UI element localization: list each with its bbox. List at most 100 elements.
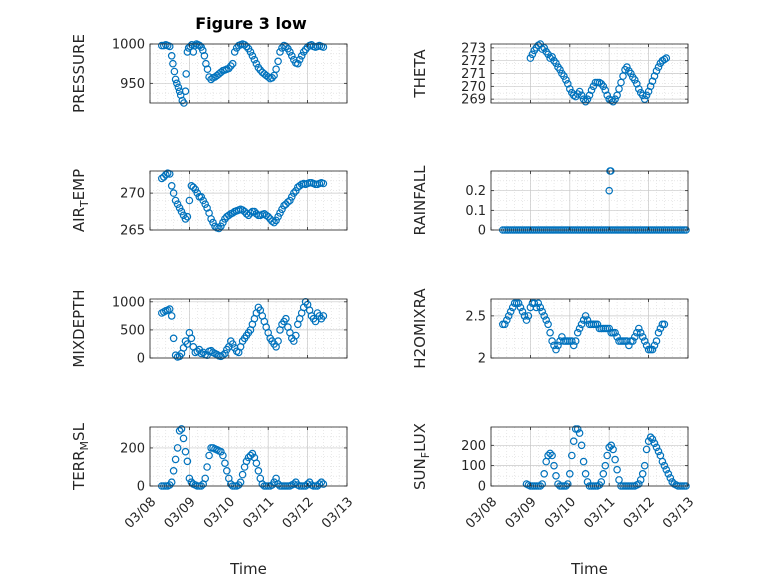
data-point	[179, 434, 188, 443]
data-point	[593, 320, 602, 329]
data-point	[219, 218, 227, 227]
plot-area	[491, 299, 688, 358]
data-point	[654, 63, 663, 71]
y-tick-label: 270	[120, 187, 145, 202]
data-point	[611, 328, 619, 337]
data-point	[575, 87, 584, 96]
axes-frame	[149, 298, 348, 359]
data-point	[532, 303, 541, 312]
data-point	[560, 72, 568, 80]
data-point	[666, 474, 675, 482]
data-point	[660, 461, 669, 470]
data-point	[252, 59, 261, 68]
axes-frame	[490, 298, 689, 359]
data-point	[544, 451, 552, 460]
data-point	[627, 69, 635, 78]
data-point	[544, 320, 552, 329]
data-point	[640, 461, 649, 470]
axes-frame	[149, 170, 348, 231]
data-point	[201, 474, 210, 483]
y-axis-label-main: AIR	[70, 207, 88, 232]
data-point	[562, 76, 570, 84]
data-point	[502, 316, 511, 324]
data-point	[201, 200, 210, 209]
x-axis-label: Time	[229, 560, 267, 578]
data-point	[207, 215, 215, 223]
data-point	[215, 224, 223, 233]
y-axis-label-suffix: SL	[70, 422, 88, 441]
data-point	[607, 441, 616, 450]
data-point	[250, 55, 259, 64]
data-point	[286, 196, 294, 205]
data-point	[554, 341, 562, 350]
data-point	[185, 474, 194, 483]
data-point	[165, 42, 174, 51]
y-tick-label: 271	[461, 67, 486, 82]
y-axis-label-subscript: F	[419, 452, 432, 458]
data-point	[169, 334, 178, 343]
data-point	[319, 312, 328, 320]
data-point	[221, 459, 229, 468]
y-axis-label: H2OMIXRA	[411, 288, 429, 369]
data-point	[181, 87, 190, 96]
data-point	[652, 67, 661, 75]
data-point	[252, 459, 261, 468]
data-point	[538, 480, 547, 488]
data-point	[662, 465, 671, 474]
data-point	[295, 55, 304, 64]
data-point	[203, 65, 212, 74]
data-point	[638, 333, 647, 341]
data-point	[268, 74, 276, 82]
y-axis-label-suffix: EMP	[70, 169, 88, 200]
data-point	[640, 337, 649, 345]
data-point	[613, 465, 621, 474]
y-axis-label: SUNFLUX	[411, 423, 432, 490]
data-series	[158, 40, 328, 107]
y-axis-label-main: THETA	[411, 49, 429, 99]
data-point	[219, 451, 227, 460]
data-point	[558, 333, 566, 341]
data-point	[660, 320, 669, 329]
data-point	[640, 95, 649, 104]
data-point	[581, 469, 590, 478]
data-point	[597, 478, 606, 486]
data-point	[200, 51, 209, 60]
y-tick-label: 272	[461, 54, 486, 69]
data-point	[504, 312, 513, 320]
data-point	[240, 40, 249, 49]
data-point	[636, 328, 645, 337]
data-point	[603, 451, 612, 460]
axes-air-temp: 265 270 AIRTEMP	[70, 169, 348, 239]
data-point	[177, 207, 186, 216]
y-axis-label-main: RAINFALL	[411, 165, 429, 236]
data-point	[565, 469, 574, 478]
data-point	[611, 95, 619, 104]
data-point	[601, 461, 610, 470]
data-point	[548, 337, 556, 345]
y-tick-label: 0.1	[465, 204, 486, 219]
data-point	[575, 429, 584, 437]
data-point	[175, 426, 184, 435]
y-tick-label: 100	[461, 459, 486, 474]
data-series	[498, 299, 669, 354]
data-point	[625, 341, 633, 350]
data-point	[287, 51, 296, 60]
y-tick-label: 0.2	[465, 184, 486, 199]
data-point	[291, 187, 300, 195]
data-point	[223, 466, 231, 475]
data-point	[169, 189, 178, 197]
data-point	[569, 341, 578, 350]
y-axis-label-main: MIXDEPTH	[70, 289, 88, 367]
data-point	[634, 480, 643, 488]
data-point	[181, 215, 190, 223]
data-point	[534, 299, 543, 308]
data-point	[565, 85, 574, 93]
data-point	[286, 48, 294, 56]
y-tick-label: 0	[478, 480, 486, 495]
data-point	[183, 340, 192, 348]
axes-rainfall: 0 0.1 0.2 RAINFALL	[411, 165, 690, 239]
data-point	[546, 449, 554, 458]
data-point	[660, 55, 669, 64]
data-point	[583, 478, 592, 486]
data-point	[548, 451, 556, 460]
